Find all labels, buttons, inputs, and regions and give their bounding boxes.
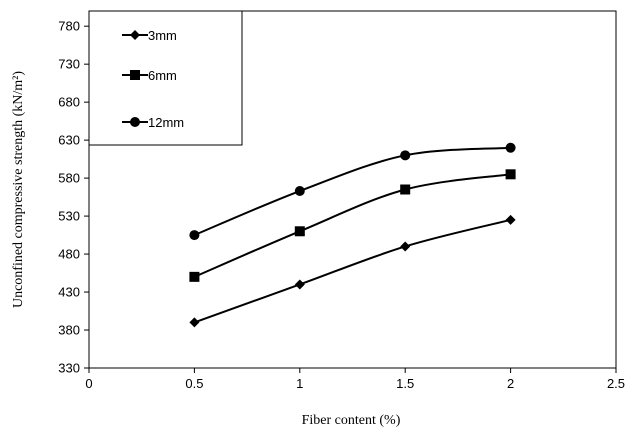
data-point-square bbox=[189, 271, 200, 282]
x-tick-label: 0 bbox=[85, 376, 92, 391]
y-tick-label: 680 bbox=[58, 95, 80, 110]
x-tick-label: 1 bbox=[296, 376, 303, 391]
y-tick-label: 430 bbox=[58, 285, 80, 300]
x-tick-label: 2.5 bbox=[607, 376, 625, 391]
data-point-square bbox=[400, 184, 411, 195]
legend-marker-square bbox=[130, 70, 140, 80]
legend: 3mm 6mm 12mm bbox=[88, 10, 243, 146]
y-tick-label: 780 bbox=[58, 19, 80, 34]
series-12mm bbox=[189, 142, 516, 241]
x-axis-title: Fiber content (%) bbox=[302, 413, 401, 428]
legend-label: 3mm bbox=[148, 28, 177, 43]
series-line bbox=[194, 218, 511, 324]
legend-marker-diamond bbox=[130, 30, 140, 40]
series-line bbox=[194, 146, 511, 236]
plot-frame bbox=[88, 10, 617, 369]
data-point-circle bbox=[505, 142, 516, 153]
legend-label: 12mm bbox=[148, 115, 184, 130]
y-tick-label: 330 bbox=[58, 361, 80, 376]
series-3mm bbox=[189, 214, 516, 328]
legend-item: 3mm bbox=[122, 28, 177, 43]
series-layer bbox=[189, 142, 516, 328]
y-axis-title: Unconfined compressive strength (kN/m²) bbox=[11, 71, 26, 308]
y-tick-label: 630 bbox=[58, 133, 80, 148]
legend-label: 6mm bbox=[148, 68, 177, 83]
legend-item: 6mm bbox=[122, 68, 177, 83]
legend-marker-circle bbox=[130, 117, 140, 127]
x-tick-label: 0.5 bbox=[185, 376, 203, 391]
data-point-circle bbox=[294, 186, 305, 197]
y-axis: 330 380 430 480 530 580 630 680 730 780 bbox=[58, 19, 89, 376]
y-tick-label: 480 bbox=[58, 247, 80, 262]
data-point-diamond bbox=[189, 317, 200, 328]
legend-item: 12mm bbox=[122, 115, 184, 130]
x-axis: 0 0.5 1 1.5 2 2.5 bbox=[85, 368, 625, 391]
data-point-square bbox=[294, 226, 305, 237]
data-point-circle bbox=[189, 230, 200, 241]
data-point-diamond bbox=[400, 241, 411, 252]
data-point-diamond bbox=[505, 214, 516, 225]
x-tick-label: 2 bbox=[507, 376, 514, 391]
series-6mm bbox=[189, 169, 516, 282]
x-tick-label: 1.5 bbox=[396, 376, 414, 391]
data-point-circle bbox=[400, 150, 411, 161]
y-tick-label: 580 bbox=[58, 171, 80, 186]
legend-box bbox=[88, 10, 243, 146]
y-tick-label: 380 bbox=[58, 323, 80, 338]
data-point-diamond bbox=[294, 279, 305, 290]
series-line bbox=[194, 173, 511, 278]
y-tick-label: 730 bbox=[58, 57, 80, 72]
data-point-square bbox=[505, 169, 516, 180]
y-tick-label: 530 bbox=[58, 209, 80, 224]
